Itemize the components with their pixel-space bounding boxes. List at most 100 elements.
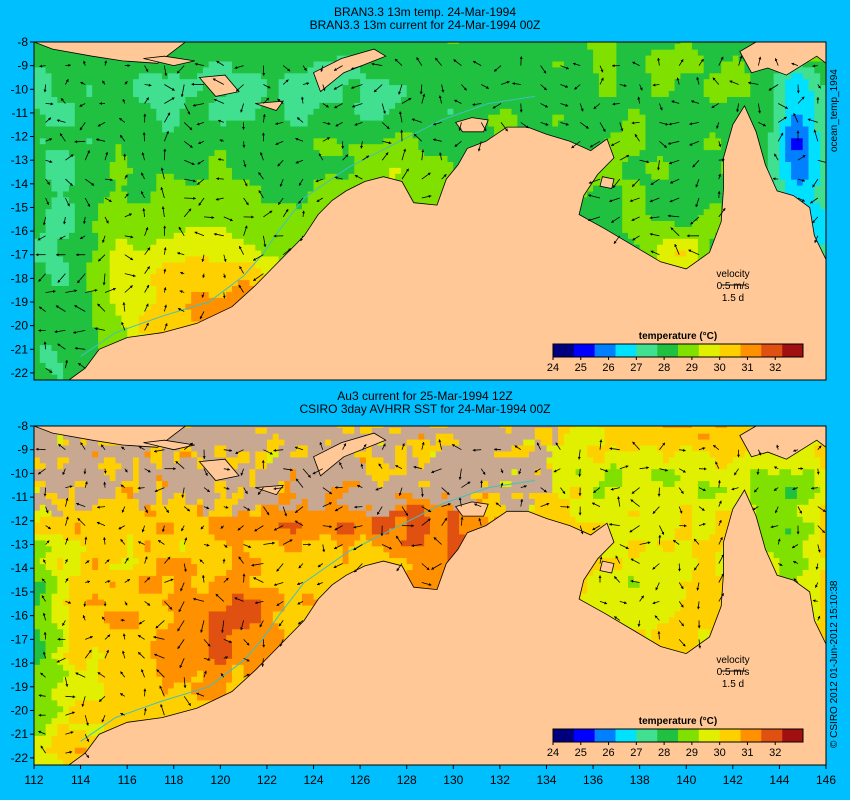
heatmap-cell (255, 244, 262, 251)
heatmap-cell (389, 66, 396, 74)
heatmap-cell (115, 315, 122, 322)
heatmap-cell (63, 261, 70, 269)
heatmap-cell (156, 167, 163, 174)
heatmap-cell (261, 214, 268, 221)
heatmap-cell (517, 78, 524, 86)
heatmap-cell (459, 108, 466, 115)
heatmap-cell (307, 208, 315, 216)
heatmap-cell (307, 179, 315, 186)
heatmap-cell (336, 131, 344, 139)
heatmap-cell (226, 196, 233, 204)
heatmap-cell (243, 273, 250, 281)
heatmap-cell (331, 185, 338, 192)
heatmap-cell (92, 261, 99, 269)
heatmap-cell (488, 72, 495, 80)
heatmap-cell (109, 96, 117, 103)
heatmap-cell (138, 66, 146, 74)
heatmap-cell (191, 244, 198, 251)
heatmap-cell (34, 374, 41, 380)
heatmap-cell (197, 161, 204, 168)
heatmap-cell (34, 60, 41, 68)
heatmap-cell (156, 72, 163, 80)
heatmap-cell (488, 108, 495, 115)
heatmap-cell (243, 244, 250, 251)
heatmap-cell (185, 72, 192, 80)
heatmap-cell (435, 161, 443, 168)
heatmap-cell (92, 232, 99, 239)
heatmap-cell (430, 143, 437, 151)
heatmap-cell (249, 196, 256, 204)
heatmap-cell (307, 214, 315, 221)
heatmap-cell (45, 190, 52, 198)
heatmap-cell (237, 149, 245, 156)
heatmap-cell (523, 84, 530, 91)
heatmap-cell (331, 190, 338, 198)
heatmap-cell (98, 137, 105, 145)
heatmap-cell (98, 220, 105, 227)
heatmap-cell (296, 42, 303, 44)
heatmap-cell (459, 42, 466, 44)
heatmap-cell (74, 66, 82, 74)
heatmap-cell (301, 202, 309, 210)
heatmap-cell (325, 179, 332, 186)
heatmap-cell (278, 78, 285, 86)
heatmap-cell (144, 190, 151, 198)
heatmap-cell (74, 315, 82, 322)
heatmap-cell (45, 279, 52, 286)
heatmap-cell (133, 108, 140, 115)
heatmap-cell (365, 60, 373, 68)
heatmap-cell (74, 220, 82, 227)
heatmap-cell (313, 66, 320, 74)
heatmap-cell (395, 72, 402, 80)
heatmap-cell (395, 137, 402, 145)
heatmap-cell (39, 120, 47, 127)
heatmap-cell (214, 167, 221, 174)
heatmap-cell (255, 90, 262, 97)
heatmap-cell (354, 125, 361, 133)
heatmap-cell (144, 167, 151, 174)
heatmap-cell (133, 214, 140, 221)
heatmap-cell (191, 255, 198, 263)
heatmap-cell (68, 326, 76, 334)
heatmap-cell (325, 131, 332, 139)
heatmap-cell (261, 196, 268, 204)
heatmap-cell (51, 279, 58, 286)
heatmap-cell (371, 173, 379, 180)
heatmap-cell (98, 344, 105, 351)
heatmap-cell (377, 114, 384, 121)
heatmap-cell (284, 125, 291, 133)
heatmap-cell (173, 143, 181, 151)
heatmap-cell (278, 43, 285, 50)
heatmap-cell (68, 250, 76, 257)
heatmap-cell (430, 102, 437, 109)
heatmap-cell (441, 72, 448, 80)
heatmap-cell (447, 42, 454, 44)
heatmap-cell (208, 250, 216, 257)
heatmap-cell (45, 102, 52, 109)
heatmap-cell (144, 131, 151, 139)
heatmap-cell (412, 173, 419, 180)
heatmap-cell (389, 137, 396, 145)
heatmap-cell (45, 84, 52, 91)
heatmap-cell (109, 185, 117, 192)
heatmap-cell (261, 60, 268, 68)
heatmap-cell (162, 102, 169, 109)
heatmap-cell (255, 131, 262, 139)
heatmap-cell (144, 220, 151, 227)
heatmap-cell (179, 320, 186, 328)
heatmap-cell (167, 90, 175, 97)
heatmap-cell (383, 173, 390, 180)
heatmap-cell (34, 155, 41, 162)
heatmap-cell (418, 96, 425, 103)
heatmap-cell (278, 161, 285, 168)
heatmap-cell (307, 114, 315, 121)
heatmap-cell (261, 108, 268, 115)
heatmap-cell (191, 267, 198, 275)
heatmap-cell (290, 137, 297, 145)
heatmap-cell (307, 108, 315, 115)
heatmap-cell (127, 250, 134, 257)
panel1-heatmap (34, 42, 826, 380)
heatmap-cell (138, 167, 146, 174)
heatmap-cell (51, 190, 58, 198)
heatmap-cell (249, 96, 256, 103)
